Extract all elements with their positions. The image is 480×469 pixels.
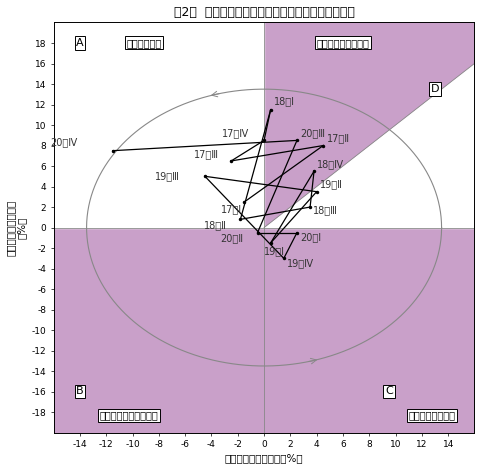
Text: 20年Ⅰ: 20年Ⅰ xyxy=(300,232,321,242)
Text: 20年Ⅱ: 20年Ⅱ xyxy=(221,233,244,243)
Polygon shape xyxy=(54,23,264,227)
Text: 意図せざる在庫減局面: 意図せざる在庫減局面 xyxy=(100,410,158,420)
Text: D: D xyxy=(431,84,439,94)
Polygon shape xyxy=(54,23,474,432)
Text: 17年Ⅲ: 17年Ⅲ xyxy=(194,149,219,159)
Text: 在庫積み増し局面: 在庫積み増し局面 xyxy=(408,410,456,420)
X-axis label: 生産指数前年同期比（%）: 生産指数前年同期比（%） xyxy=(225,454,303,463)
Text: 18年Ⅰ: 18年Ⅰ xyxy=(274,97,295,106)
Text: 18年Ⅲ: 18年Ⅲ xyxy=(313,205,337,215)
Text: C: C xyxy=(385,386,393,396)
Text: 17年Ⅳ: 17年Ⅳ xyxy=(222,129,249,138)
Text: 17年Ⅰ: 17年Ⅰ xyxy=(221,204,242,214)
Text: 20年Ⅲ: 20年Ⅲ xyxy=(300,129,325,138)
Text: 18年Ⅱ: 18年Ⅱ xyxy=(204,220,227,231)
Text: 17年Ⅱ: 17年Ⅱ xyxy=(326,134,349,144)
Text: 20年Ⅳ: 20年Ⅳ xyxy=(50,137,77,148)
Text: B: B xyxy=(76,386,84,396)
Title: 第2図  生産・在庫の関係と在庫局面（在庫循環図）: 第2図 生産・在庫の関係と在庫局面（在庫循環図） xyxy=(174,6,355,19)
Polygon shape xyxy=(264,63,474,227)
Y-axis label: 在庫指数前年同期比
（%）: 在庫指数前年同期比 （%） xyxy=(6,199,27,256)
Text: 在庫積み上がり局面: 在庫積み上がり局面 xyxy=(317,38,370,48)
Text: 19年Ⅱ: 19年Ⅱ xyxy=(320,180,343,189)
Text: 18年Ⅳ: 18年Ⅳ xyxy=(317,159,345,169)
Text: 在庫調整局面: 在庫調整局面 xyxy=(126,38,161,48)
Text: 19年Ⅳ: 19年Ⅳ xyxy=(287,258,314,269)
Text: 19年Ⅰ: 19年Ⅰ xyxy=(264,246,285,256)
Text: 19年Ⅲ: 19年Ⅲ xyxy=(155,172,180,182)
Text: A: A xyxy=(76,38,84,48)
